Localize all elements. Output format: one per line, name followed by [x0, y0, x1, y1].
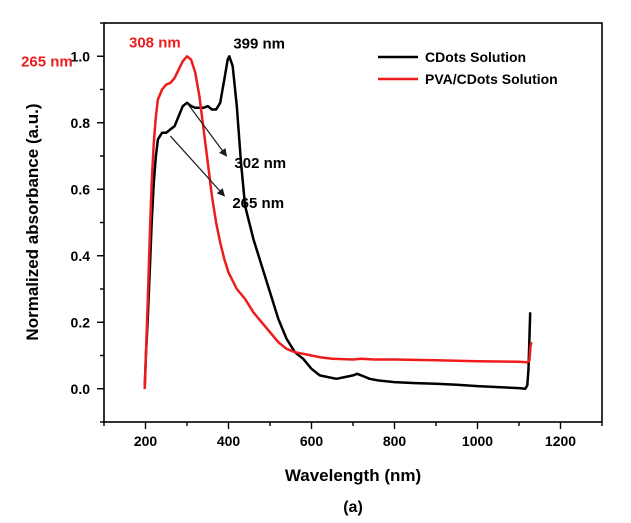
figure-caption: (a)	[343, 499, 363, 516]
peak-annotation-label: 308 nm	[129, 34, 181, 51]
x-tick-label: 600	[300, 433, 324, 449]
x-axis-label: Wavelength (nm)	[285, 466, 421, 485]
peak-annotation-label: 399 nm	[233, 35, 285, 52]
legend: CDots Solution PVA/CDots Solution	[378, 49, 558, 87]
y-tick-label: 0.2	[71, 314, 91, 330]
y-axis-label: Normalized absorbance (a.u.)	[23, 103, 42, 340]
y-tick-label: 0.6	[71, 181, 91, 197]
y-tick-label: 0.8	[71, 115, 91, 131]
annotation-arrow	[169, 135, 226, 197]
y-axis-ticks: 0.0 0.2 0.4 0.6 0.8 1.0	[71, 22, 104, 423]
annotation-arrows	[169, 102, 228, 197]
series-line-cdots	[143, 55, 532, 391]
peak-annotation-label: 265 nm	[21, 54, 73, 71]
x-axis-ticks: 200 400 600 800 1000 1200	[103, 422, 603, 449]
annotation-arrow	[186, 102, 228, 157]
x-tick-label: 1200	[545, 433, 576, 449]
peak-annotation-label: 302 nm	[234, 155, 286, 172]
y-tick-label: 0.0	[71, 381, 91, 397]
x-tick-label: 800	[383, 433, 407, 449]
x-tick-label: 400	[217, 433, 241, 449]
series-layer	[143, 55, 533, 391]
legend-label-cdots: CDots Solution	[425, 49, 526, 65]
annotation-labels: 308 nm 265 nm 399 nm 302 nm 265 nm	[21, 34, 286, 212]
legend-label-pva-cdots: PVA/CDots Solution	[425, 71, 558, 87]
x-tick-label: 1000	[462, 433, 493, 449]
series-line-pva-cdots	[143, 55, 533, 389]
y-tick-label: 1.0	[71, 48, 91, 64]
x-tick-label: 200	[134, 433, 158, 449]
y-tick-label: 0.4	[71, 248, 91, 264]
peak-annotation-label: 265 nm	[232, 195, 284, 212]
